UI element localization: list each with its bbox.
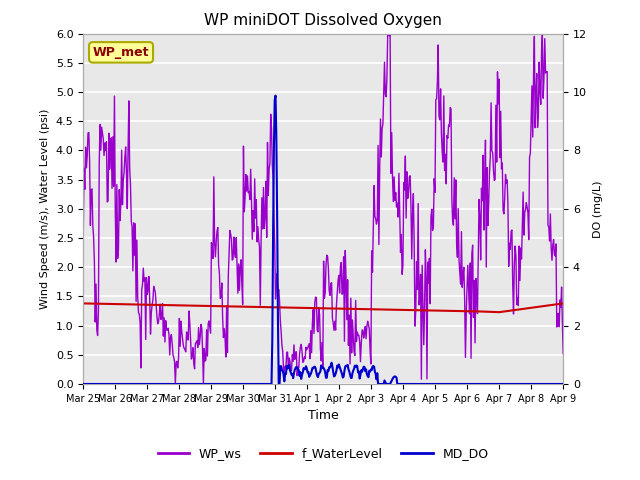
- f_WaterLevel: [559, 300, 567, 306]
- WP_ws: [559, 351, 567, 357]
- WP_ws: [204, 353, 211, 359]
- WP_ws: [164, 325, 172, 331]
- MD_DO: [559, 381, 567, 387]
- Line: MD_DO: MD_DO: [83, 96, 563, 384]
- MD_DO: [79, 381, 87, 387]
- f_WaterLevel: [296, 305, 304, 311]
- Line: WP_ws: WP_ws: [83, 34, 563, 384]
- MD_DO: [203, 381, 211, 387]
- MD_DO: [298, 376, 305, 382]
- Title: WP miniDOT Dissolved Oxygen: WP miniDOT Dissolved Oxygen: [204, 13, 442, 28]
- WP_ws: [442, 181, 450, 187]
- Legend: WP_ws, f_WaterLevel, MD_DO: WP_ws, f_WaterLevel, MD_DO: [152, 443, 494, 465]
- f_WaterLevel: [441, 308, 449, 313]
- WP_ws: [79, 239, 87, 244]
- MD_DO: [272, 93, 280, 98]
- f_WaterLevel: [79, 300, 87, 306]
- WP_ws: [363, 324, 371, 329]
- WP_ws: [298, 342, 305, 348]
- WP_ws: [172, 381, 179, 387]
- X-axis label: Time: Time: [308, 409, 339, 422]
- f_WaterLevel: [164, 302, 172, 308]
- MD_DO: [363, 371, 371, 377]
- Y-axis label: DO (mg/L): DO (mg/L): [593, 180, 603, 238]
- Line: f_WaterLevel: f_WaterLevel: [83, 303, 563, 312]
- f_WaterLevel: [400, 307, 408, 313]
- WP_ws: [384, 31, 392, 36]
- MD_DO: [164, 381, 172, 387]
- f_WaterLevel: [203, 303, 211, 309]
- Text: WP_met: WP_met: [93, 46, 149, 59]
- MD_DO: [401, 381, 408, 387]
- f_WaterLevel: [362, 306, 370, 312]
- MD_DO: [442, 381, 449, 387]
- f_WaterLevel: [495, 309, 503, 315]
- WP_ws: [401, 153, 409, 159]
- Y-axis label: Wind Speed (m/s), Water Level (psi): Wind Speed (m/s), Water Level (psi): [40, 108, 50, 309]
